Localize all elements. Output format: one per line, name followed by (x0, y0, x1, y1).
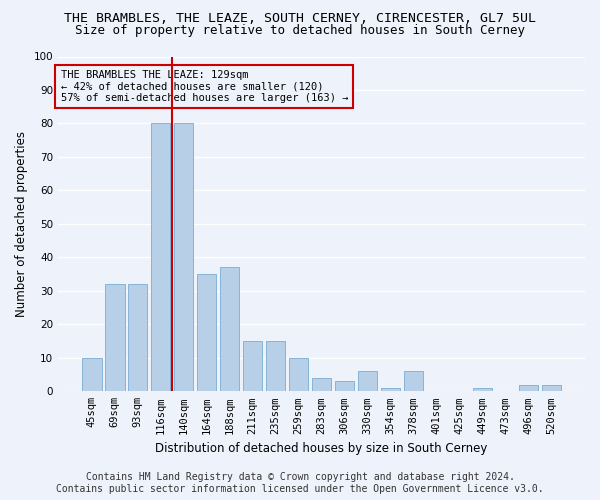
Bar (243, 341, 262, 392)
Text: Size of property relative to detached houses in South Cerney: Size of property relative to detached ho… (75, 24, 525, 37)
Bar (151, 124, 170, 392)
Bar (358, 371, 377, 392)
Bar (335, 382, 354, 392)
Bar (82, 358, 101, 392)
Bar (289, 358, 308, 392)
Bar (220, 268, 239, 392)
Bar (404, 371, 423, 392)
Y-axis label: Number of detached properties: Number of detached properties (15, 131, 28, 317)
Bar (128, 284, 148, 392)
X-axis label: Distribution of detached houses by size in South Cerney: Distribution of detached houses by size … (155, 442, 488, 455)
Bar (105, 284, 125, 392)
Bar (473, 388, 492, 392)
Text: Contains HM Land Registry data © Crown copyright and database right 2024.
Contai: Contains HM Land Registry data © Crown c… (56, 472, 544, 494)
Text: THE BRAMBLES, THE LEAZE, SOUTH CERNEY, CIRENCESTER, GL7 5UL: THE BRAMBLES, THE LEAZE, SOUTH CERNEY, C… (64, 12, 536, 24)
Text: THE BRAMBLES THE LEAZE: 129sqm
← 42% of detached houses are smaller (120)
57% of: THE BRAMBLES THE LEAZE: 129sqm ← 42% of … (61, 70, 348, 103)
Bar (380, 388, 400, 392)
Bar (266, 341, 286, 392)
Bar (542, 384, 561, 392)
Bar (312, 378, 331, 392)
Bar (518, 384, 538, 392)
Bar (174, 124, 193, 392)
Bar (197, 274, 217, 392)
